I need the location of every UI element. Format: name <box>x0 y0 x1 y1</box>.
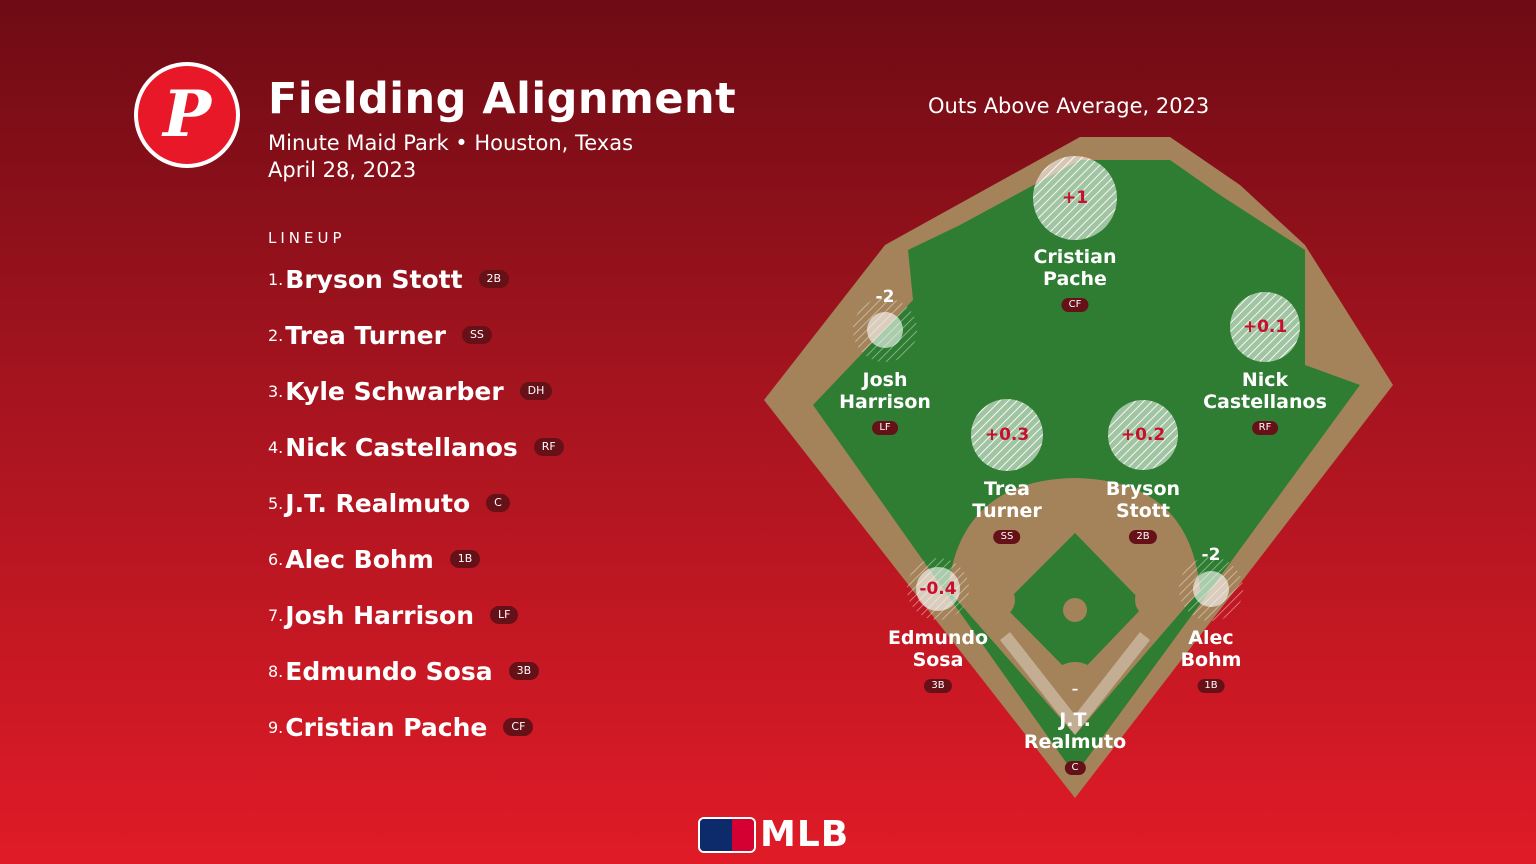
field-player-ss: Trea Turner SS <box>972 478 1042 544</box>
phillies-logo-letter: P <box>138 66 236 164</box>
oaa-value-lf: -2 <box>875 287 895 307</box>
lineup-item: 4. Nick Castellanos RF <box>268 427 564 467</box>
oaa-circle-2b <box>1108 400 1178 470</box>
field-player-3b: Edmundo Sosa 3B <box>888 627 988 693</box>
player-last-name: Stott <box>1115 500 1170 522</box>
pitchers-mound <box>1063 598 1087 622</box>
position-badge: C <box>1064 761 1086 775</box>
lineup-item: 5. J.T. Realmuto C <box>268 483 510 523</box>
oaa-value-ss: +0.3 <box>984 425 1030 445</box>
outfield-grass <box>813 160 1360 775</box>
lineup-player-name: J.T. Realmuto <box>285 488 471 518</box>
lineup-item: 8. Edmundo Sosa 3B <box>268 651 540 691</box>
position-badge: 3B <box>508 662 540 680</box>
position-badge: C <box>486 494 510 512</box>
oaa-value-3b: -0.4 <box>919 579 957 599</box>
oaa-circle-3b-inner <box>916 567 960 611</box>
oaa-circle-rf <box>1230 292 1300 362</box>
oaa-value-cf: +1 <box>1061 188 1089 208</box>
game-date: April 28, 2023 <box>268 158 417 182</box>
oaa-value-rf: +0.1 <box>1242 317 1288 337</box>
lineup-number: 2. <box>268 325 284 345</box>
page-title: Fielding Alignment <box>268 74 737 124</box>
position-badge: 2B <box>478 270 510 288</box>
player-last-name: Sosa <box>912 649 964 671</box>
oaa-title: Outs Above Average, 2023 <box>928 94 1210 118</box>
player-first-name: Josh <box>862 369 908 391</box>
oaa-circle-lf-inner <box>867 312 903 348</box>
oaa-circle-ss <box>971 399 1043 471</box>
position-badge: 3B <box>924 679 952 693</box>
position-badge: RF <box>1251 421 1279 435</box>
mlb-logo: MLB <box>698 814 849 855</box>
lineup-number: 4. <box>268 437 284 457</box>
position-badge: 2B <box>1129 530 1157 544</box>
position-badge: SS <box>993 530 1021 544</box>
player-first-name: J.T. <box>1059 709 1091 731</box>
position-badge: DH <box>519 382 553 400</box>
player-first-name: Bryson <box>1105 478 1181 500</box>
player-last-name: Harrison <box>839 391 931 413</box>
player-first-name: Cristian <box>1033 246 1117 268</box>
mlb-wordmark: MLB <box>760 814 850 855</box>
field-player-c: J.T. Realmuto C <box>1024 709 1126 775</box>
field-player-cf: Cristian Pache CF <box>1033 246 1117 312</box>
lineup-player-name: Trea Turner <box>285 320 446 350</box>
field-player-lf: Josh Harrison LF <box>839 369 931 435</box>
player-last-name: Realmuto <box>1023 731 1127 753</box>
lineup-player-name: Bryson Stott <box>285 264 463 294</box>
lineup-item: 9. Cristian Pache CF <box>268 707 534 747</box>
lineup-number: 5. <box>268 493 284 513</box>
player-first-name: Alec <box>1188 627 1234 649</box>
lineup-item: 6. Alec Bohm 1B <box>268 539 481 579</box>
oaa-value-c: – <box>1071 682 1079 698</box>
first-base-cutout <box>1135 582 1171 618</box>
lineup-player-name: Cristian Pache <box>285 712 488 742</box>
lineup-player-name: Alec Bohm <box>285 544 434 574</box>
player-last-name: Turner <box>972 500 1042 522</box>
mlb-batter-icon <box>698 816 756 853</box>
lineup-player-name: Nick Castellanos <box>285 432 518 462</box>
position-badge: SS <box>461 326 492 344</box>
position-badge: 1B <box>1197 679 1225 693</box>
lineup-player-name: Kyle Schwarber <box>285 376 504 406</box>
foul-line-lower <box>1000 632 1150 735</box>
position-badge: RF <box>533 438 564 456</box>
lineup-number: 8. <box>268 661 284 681</box>
oaa-value-2b: +0.2 <box>1120 425 1166 445</box>
lineup-number: 1. <box>268 269 284 289</box>
phillies-logo: P <box>134 62 240 168</box>
position-badge: 1B <box>449 550 481 568</box>
oaa-circle-cf <box>1033 156 1117 240</box>
field-player-2b: Bryson Stott 2B <box>1106 478 1180 544</box>
player-last-name: Pache <box>1043 268 1107 290</box>
position-badge: LF <box>490 606 519 624</box>
position-badge: LF <box>872 421 898 435</box>
player-first-name: Edmundo <box>887 627 989 649</box>
lineup-player-name: Edmundo Sosa <box>285 656 493 686</box>
field-player-rf: Nick Castellanos RF <box>1203 369 1327 435</box>
field-player-1b: Alec Bohm 1B <box>1180 627 1242 693</box>
lineup-number: 3. <box>268 381 284 401</box>
lineup-item: 2. Trea Turner SS <box>268 315 492 355</box>
lineup-number: 9. <box>268 717 284 737</box>
player-first-name: Trea <box>984 478 1030 500</box>
oaa-value-1b: -2 <box>1201 545 1221 565</box>
venue-text: Minute Maid Park • Houston, Texas <box>268 131 634 155</box>
player-last-name: Castellanos <box>1203 391 1327 413</box>
lineup-heading: LINEUP <box>268 229 346 247</box>
lineup-number: 6. <box>268 549 284 569</box>
oaa-circle-1b-inner <box>1193 571 1229 607</box>
position-badge: CF <box>1061 298 1089 312</box>
home-plate-area <box>1047 662 1103 718</box>
lineup-item: 1. Bryson Stott 2B <box>268 259 510 299</box>
lineup-item: 7. Josh Harrison LF <box>268 595 519 635</box>
player-last-name: Bohm <box>1180 649 1242 671</box>
lineup-player-name: Josh Harrison <box>285 600 474 630</box>
position-badge: CF <box>503 718 534 736</box>
third-base-cutout <box>979 582 1015 618</box>
player-first-name: Nick <box>1241 369 1289 391</box>
lineup-number: 7. <box>268 605 284 625</box>
lineup-item: 3. Kyle Schwarber DH <box>268 371 553 411</box>
